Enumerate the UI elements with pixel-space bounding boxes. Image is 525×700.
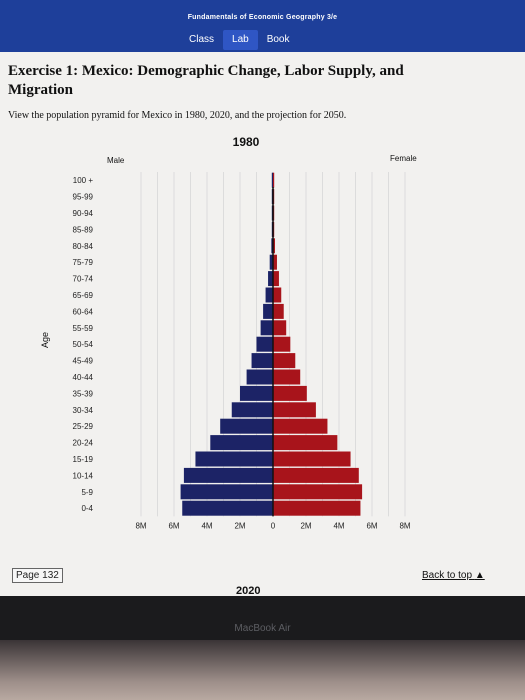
- back-to-top-link[interactable]: Back to top ▲: [422, 570, 485, 581]
- exercise-title: Exercise 1: Mexico: Demographic Change, …: [8, 63, 404, 98]
- bar-female: [273, 484, 363, 500]
- bar-male: [231, 402, 273, 418]
- bar-male: [246, 369, 273, 385]
- bar-male: [260, 320, 273, 336]
- x-tick-label: 6M: [168, 521, 179, 530]
- x-tick-labels: 8M 6M 4M 2M 0 2M 4M 6M 8M: [135, 521, 410, 530]
- y-tick-label: 15-19: [73, 455, 94, 464]
- y-tick-label: 80-84: [73, 242, 94, 251]
- bar-female: [273, 435, 338, 451]
- bar-male: [268, 271, 273, 287]
- bar-male: [269, 254, 273, 270]
- book-title: Fundamentals of Economic Geography 3/e: [187, 14, 338, 21]
- bar-female: [273, 336, 291, 352]
- bar-male: [271, 238, 273, 254]
- bar-male: [210, 435, 273, 451]
- y-axis-label: Age: [40, 332, 50, 348]
- bar-female: [273, 254, 277, 270]
- back-to-top-label: Back to top: [422, 570, 473, 581]
- x-tick-label: 2M: [300, 521, 311, 530]
- exercise-intro: View the population pyramid for Mexico i…: [8, 110, 347, 121]
- y-tick-label: 40-44: [73, 373, 94, 382]
- bar-female: [273, 320, 287, 336]
- y-tick-labels: 100 + 95-99 90-94 85-89 80-84 75-79 70-74 65-69…: [73, 176, 94, 513]
- y-tick-label: 20-24: [73, 439, 94, 448]
- y-tick-label: 60-64: [73, 307, 94, 316]
- x-tick-label: 4M: [201, 521, 212, 530]
- bar-female: [273, 500, 361, 516]
- x-tick-label: 0: [271, 521, 276, 530]
- x-tick-label: 6M: [366, 521, 377, 530]
- top-navigation-bar: Fundamentals of Economic Geography 3/e C…: [0, 0, 525, 52]
- bar-female: [273, 287, 282, 303]
- y-tick-label: 90-94: [73, 209, 94, 218]
- x-tick-label: 2M: [234, 521, 245, 530]
- bar-male: [256, 336, 273, 352]
- bar-male: [183, 467, 273, 483]
- x-tick-label: 4M: [333, 521, 344, 530]
- bar-female: [273, 402, 316, 418]
- bar-male: [251, 353, 273, 369]
- bar-female: [273, 271, 279, 287]
- bar-female: [273, 172, 275, 188]
- bar-male: [271, 172, 273, 188]
- bar-male: [240, 385, 273, 401]
- y-tick-label: 10-14: [73, 471, 94, 480]
- bar-male: [220, 418, 273, 434]
- y-tick-label: 100 +: [73, 176, 94, 185]
- legend-male: Male: [107, 156, 125, 165]
- tab-book[interactable]: Book: [266, 34, 290, 45]
- laptop-brand-label: MacBook Air: [234, 623, 291, 634]
- bar-male: [265, 287, 273, 303]
- nav-tabs: Class Lab Book: [180, 30, 299, 50]
- bar-male: [182, 500, 273, 516]
- y-tick-label: 50-54: [73, 340, 94, 349]
- bar-female: [273, 385, 307, 401]
- chart-bars: [180, 172, 363, 517]
- y-tick-label: 35-39: [73, 389, 94, 398]
- bar-female: [273, 303, 284, 319]
- bar-female: [273, 353, 296, 369]
- bar-female: [273, 418, 328, 434]
- y-tick-label: 85-89: [73, 225, 94, 234]
- y-tick-label: 70-74: [73, 275, 94, 284]
- bar-male: [263, 303, 273, 319]
- chart-title: 1980: [233, 135, 260, 149]
- laptop-base: [0, 640, 525, 700]
- bar-male: [180, 484, 273, 500]
- tab-class[interactable]: Class: [189, 34, 215, 45]
- y-tick-label: 55-59: [73, 324, 94, 333]
- tab-lab[interactable]: Lab: [223, 30, 258, 50]
- x-tick-label: 8M: [135, 521, 146, 530]
- next-chart-title: 2020: [236, 585, 261, 596]
- y-tick-label: 5-9: [81, 488, 93, 497]
- bar-female: [273, 369, 301, 385]
- bar-female: [273, 238, 275, 254]
- x-tick-label: 8M: [399, 521, 410, 530]
- y-tick-label: 45-49: [73, 357, 94, 366]
- page-number-label: Page 132: [12, 568, 63, 583]
- legend-female: Female: [390, 154, 417, 163]
- population-pyramid-chart: 1980 Male Female Age 100 + 95-99 90-94 85-8…: [40, 135, 417, 530]
- y-tick-label: 75-79: [73, 258, 94, 267]
- y-tick-label: 30-34: [73, 406, 94, 415]
- y-tick-label: 65-69: [73, 291, 94, 300]
- y-tick-label: 0-4: [81, 504, 93, 513]
- bar-male: [195, 451, 273, 467]
- y-tick-label: 25-29: [73, 422, 94, 431]
- arrow-up-icon: ▲: [474, 570, 485, 581]
- bar-female: [273, 451, 351, 467]
- screen: Fundamentals of Economic Geography 3/e C…: [0, 0, 525, 596]
- y-tick-label: 95-99: [73, 193, 94, 202]
- bar-female: [273, 467, 359, 483]
